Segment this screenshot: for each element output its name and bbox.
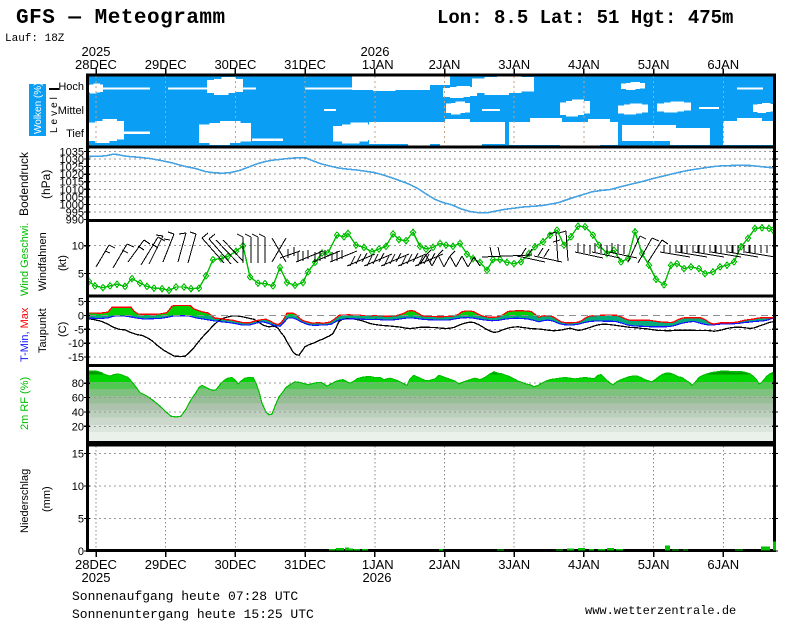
- svg-text:2025: 2025: [82, 570, 111, 585]
- svg-text:40: 40: [72, 407, 84, 419]
- svg-text:Wolken (%): Wolken (%): [33, 83, 44, 135]
- svg-text:2025: 2025: [82, 44, 111, 59]
- svg-text:3JAN: 3JAN: [498, 57, 530, 72]
- svg-text:1025: 1025: [60, 162, 84, 174]
- svg-text:Bodendruck: Bodendruck: [17, 151, 31, 216]
- svg-text:Taupunkt: Taupunkt: [37, 308, 49, 353]
- svg-text:6JAN: 6JAN: [707, 57, 739, 72]
- svg-text:10: 10: [72, 241, 84, 253]
- svg-text:(C): (C): [57, 322, 69, 337]
- svg-text:-5: -5: [74, 324, 84, 336]
- svg-text:2026: 2026: [361, 44, 390, 59]
- svg-text:10: 10: [72, 481, 84, 493]
- svg-text:3JAN: 3JAN: [498, 557, 530, 572]
- svg-text:GFS — Meteogramm: GFS — Meteogramm: [16, 7, 226, 30]
- svg-text:-10: -10: [68, 338, 84, 350]
- svg-text:1030: 1030: [60, 154, 84, 166]
- svg-text:6JAN: 6JAN: [707, 557, 739, 572]
- svg-text:Lon: 8.5 Lat: 51 Hgt: 475m: Lon: 8.5 Lat: 51 Hgt: 475m: [437, 7, 733, 29]
- svg-text:31DEC: 31DEC: [284, 557, 326, 572]
- svg-text:990: 990: [66, 215, 84, 227]
- svg-text:1JAN: 1JAN: [362, 557, 394, 572]
- svg-text:4JAN: 4JAN: [568, 57, 600, 72]
- svg-text:Tief: Tief: [66, 128, 85, 140]
- svg-text:28DEC: 28DEC: [75, 557, 117, 572]
- svg-text:Level: Level: [49, 94, 60, 133]
- svg-text:28DEC: 28DEC: [75, 57, 117, 72]
- svg-text:80: 80: [72, 378, 84, 390]
- svg-text:1010: 1010: [60, 184, 84, 196]
- svg-text:5: 5: [78, 297, 84, 309]
- svg-text:Wind Geschwi.: Wind Geschwi.: [19, 223, 31, 296]
- svg-text:0: 0: [78, 546, 84, 558]
- svg-text:Sonnenuntergang heute 15:25 UT: Sonnenuntergang heute 15:25 UTC: [72, 607, 314, 622]
- svg-text:Sonnenaufgang heute 07:28 UTC: Sonnenaufgang heute 07:28 UTC: [72, 589, 298, 604]
- svg-text:2026: 2026: [363, 570, 392, 585]
- svg-text:T-Min, Max: T-Min, Max: [19, 307, 31, 362]
- svg-text:Hoch: Hoch: [58, 81, 84, 93]
- svg-text:-15: -15: [68, 352, 84, 364]
- svg-text:(kt): (kt): [57, 255, 69, 271]
- svg-text:1035: 1035: [60, 147, 84, 159]
- svg-text:60: 60: [72, 393, 84, 405]
- svg-text:1JAN: 1JAN: [362, 57, 394, 72]
- svg-text:1020: 1020: [60, 169, 84, 181]
- svg-text:1000: 1000: [60, 199, 84, 211]
- svg-text:15: 15: [72, 449, 84, 461]
- svg-text:5JAN: 5JAN: [638, 557, 670, 572]
- svg-text:5JAN: 5JAN: [638, 57, 670, 72]
- svg-text:2JAN: 2JAN: [429, 57, 461, 72]
- svg-text:1005: 1005: [60, 192, 84, 204]
- svg-text:29DEC: 29DEC: [145, 57, 187, 72]
- svg-text:1015: 1015: [60, 177, 84, 189]
- svg-text:Lauf: 18Z: Lauf: 18Z: [5, 33, 65, 45]
- svg-text:995: 995: [66, 207, 84, 219]
- svg-text:www.wetterzentrale.de: www.wetterzentrale.de: [585, 604, 736, 618]
- svg-text:(hPa): (hPa): [39, 170, 53, 199]
- svg-text:5: 5: [78, 269, 84, 281]
- svg-text:2m RF (%): 2m RF (%): [19, 377, 31, 430]
- svg-text:30DEC: 30DEC: [214, 557, 256, 572]
- svg-text:Niederschlag: Niederschlag: [19, 469, 31, 533]
- svg-text:30DEC: 30DEC: [214, 57, 256, 72]
- svg-text:2JAN: 2JAN: [429, 557, 461, 572]
- svg-text:0: 0: [78, 310, 84, 322]
- svg-text:5: 5: [78, 514, 84, 526]
- svg-text:(mm): (mm): [41, 486, 53, 512]
- svg-text:29DEC: 29DEC: [145, 557, 187, 572]
- svg-text:20: 20: [72, 421, 84, 433]
- svg-text:4JAN: 4JAN: [568, 557, 600, 572]
- svg-text:Mittel: Mittel: [58, 105, 84, 117]
- svg-text:Windfahnen: Windfahnen: [37, 232, 49, 291]
- svg-text:31DEC: 31DEC: [284, 57, 326, 72]
